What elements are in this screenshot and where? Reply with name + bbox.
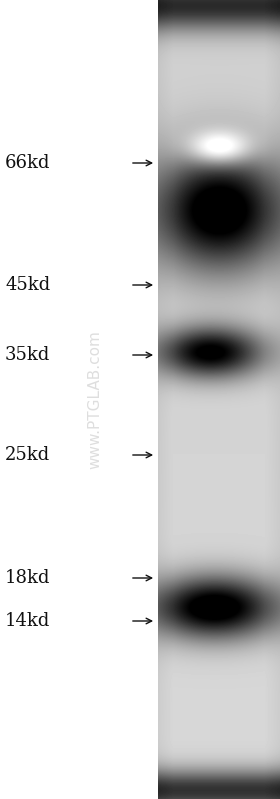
Text: 66kd: 66kd [5, 154, 50, 172]
Text: www.PTGLAB.com: www.PTGLAB.com [88, 330, 103, 469]
Text: 14kd: 14kd [5, 612, 50, 630]
Text: 25kd: 25kd [5, 446, 50, 464]
Text: 35kd: 35kd [5, 346, 50, 364]
Text: 18kd: 18kd [5, 569, 50, 587]
Text: 45kd: 45kd [5, 276, 50, 294]
